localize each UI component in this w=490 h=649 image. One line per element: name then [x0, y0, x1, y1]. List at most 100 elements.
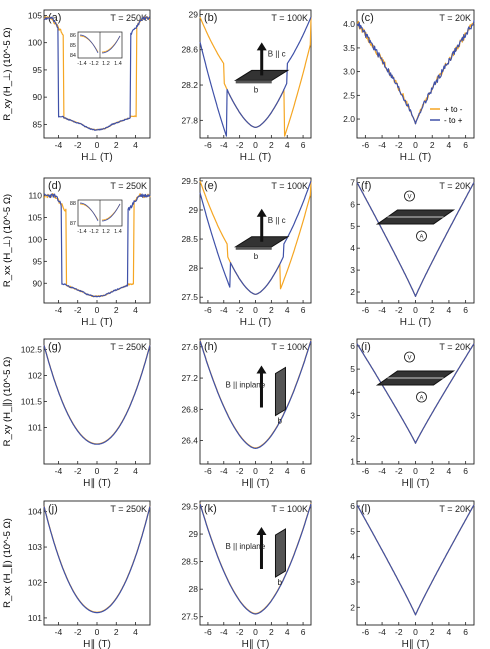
- inset-zoom: 84 85 86 -1.4 -1.2 1.2 1.4: [70, 31, 123, 67]
- x-tick-label: -4: [220, 140, 228, 150]
- sample-diagram: B || inplane b: [225, 365, 286, 426]
- panel-letter: (i): [361, 341, 371, 353]
- x-tick-label: 0: [253, 140, 258, 150]
- y-tick-label: 102: [28, 370, 42, 380]
- x-tick-label: -2: [74, 140, 82, 150]
- y-tick-label: 29: [189, 9, 199, 19]
- y-tick-label: 104: [28, 507, 42, 517]
- chart-panel-e: -6 -4 -2 0 2 4 6 27.5 28 28.5 29 29.5 H⊥ (T) (e) T = 1…: [181, 176, 312, 328]
- series-minus-to-plus: [199, 340, 312, 449]
- y-tick-label: 28.5: [181, 234, 198, 244]
- temperature-label: T = 20K: [439, 181, 471, 191]
- y-tick-label: 3.0: [343, 67, 355, 77]
- inset-series-minus-to-plus: [79, 34, 99, 54]
- panel-letter: (d): [48, 180, 61, 192]
- x-tick-label: -2: [395, 140, 403, 150]
- x-tick-label: 2: [114, 305, 119, 315]
- x-tick-label: 0: [413, 140, 418, 150]
- series-minus-to-plus: [356, 504, 475, 616]
- x-axis-label: H∥ (T): [402, 639, 430, 649]
- y-tick-label: 29: [189, 529, 199, 539]
- temperature-label: T = 250K: [110, 504, 147, 514]
- sample-side-label: b: [277, 417, 282, 426]
- x-tick-label: 2: [430, 305, 435, 315]
- x-tick-label: 0: [413, 466, 418, 476]
- voltmeter-symbol: [404, 351, 415, 363]
- series-plus-to-minus: [356, 343, 475, 444]
- ammeter-label: A: [419, 235, 423, 241]
- chart-panel-k: -6 -4 -2 0 2 4 6 27.5 28 28.5 29 29.5 H∥ (T) (k) T = 1…: [181, 500, 312, 649]
- temperature-label: T = 250K: [110, 181, 147, 191]
- x-tick-label: -2: [236, 305, 244, 315]
- y-tick-label: 29: [189, 205, 199, 215]
- y-axis-label: R_xx (H_∥) (10^-5 Ω): [2, 518, 13, 608]
- inset-y-tick-label: 87: [70, 221, 76, 227]
- plot-frame: [356, 177, 475, 304]
- series-plus-to-minus: [356, 182, 475, 297]
- field-arrow-head: [256, 365, 267, 374]
- y-tick-label: 3.5: [343, 43, 355, 53]
- temperature-label: T = 100K: [271, 181, 308, 191]
- y-tick-label: 102.5: [21, 344, 43, 354]
- x-tick-label: -4: [55, 466, 63, 476]
- inset-x-tick-label: -1.4: [77, 61, 86, 67]
- y-tick-label: 4.0: [343, 19, 355, 29]
- ammeter-symbol: [416, 230, 427, 242]
- y-tick-label: 27.2: [181, 373, 198, 383]
- x-tick-label: 0: [253, 627, 258, 637]
- y-tick-label: 100: [28, 38, 42, 48]
- x-tick-label: 2: [114, 466, 119, 476]
- x-tick-label: 0: [253, 305, 258, 315]
- x-tick-label: -6: [204, 627, 212, 637]
- voltmeter-label: V: [407, 356, 411, 362]
- y-tick-label: 4: [350, 243, 355, 253]
- x-tick-label: -2: [236, 627, 244, 637]
- y-tick-label: 100: [28, 234, 42, 244]
- x-tick-label: 2: [430, 466, 435, 476]
- x-tick-label: -6: [204, 305, 212, 315]
- plot-frame: [356, 338, 475, 465]
- panel-letter: (l): [361, 503, 371, 515]
- sample-diagram: VA: [375, 351, 456, 403]
- y-tick-label: 1: [350, 457, 355, 467]
- series-minus-to-plus: [43, 193, 151, 298]
- x-axis-label: H∥ (T): [402, 478, 430, 489]
- inset-series-minus-to-plus: [79, 202, 99, 222]
- x-tick-label: -4: [220, 627, 228, 637]
- y-tick-label: 27.6: [181, 342, 198, 352]
- x-tick-label: 2: [269, 466, 274, 476]
- inset-y-tick-label: 86: [70, 33, 76, 39]
- sample-slab-edge: [235, 246, 272, 250]
- voltmeter-symbol: [404, 190, 415, 202]
- series-plus-to-minus: [199, 339, 312, 449]
- series-plus-to-minus: [356, 504, 475, 616]
- plot-frame: [356, 500, 475, 626]
- chart-panel-b: -6 -4 -2 0 2 4 6 27.8 28.2 28.6 29 H⊥ (T) (b) T = 100…: [181, 9, 312, 163]
- x-axis-label: H∥ (T): [242, 639, 270, 649]
- sample-diagram: B || c b: [233, 208, 290, 261]
- panel-letter: (e): [204, 180, 217, 192]
- sample-slab-edge: [235, 80, 272, 84]
- sample-side-label: b: [254, 85, 259, 94]
- y-tick-label: 7: [350, 177, 355, 187]
- x-tick-label: 6: [463, 305, 468, 315]
- y-tick-label: 102: [28, 577, 42, 587]
- x-tick-label: -2: [395, 466, 403, 476]
- x-tick-label: -4: [55, 627, 63, 637]
- x-axis-label: H⊥ (T): [240, 317, 271, 328]
- inset-x-tick-label: -1.4: [77, 229, 86, 235]
- y-tick-label: 2: [350, 434, 355, 444]
- plot-frame: [43, 338, 151, 465]
- series-minus-to-plus: [43, 16, 151, 131]
- x-tick-label: 2: [430, 140, 435, 150]
- x-tick-label: 6: [463, 140, 468, 150]
- x-tick-label: -2: [395, 627, 403, 637]
- panel-letter: (k): [204, 503, 217, 515]
- x-tick-label: -6: [362, 466, 370, 476]
- y-tick-label: 105: [28, 10, 42, 20]
- chart-panel-c: -6 -4 -2 0 2 4 6 2.0 2.5 3.0 3.5 4.0 H⊥ (T) (c) T = 20…: [343, 9, 475, 163]
- x-tick-label: -4: [220, 466, 228, 476]
- plot-frame: [199, 500, 312, 626]
